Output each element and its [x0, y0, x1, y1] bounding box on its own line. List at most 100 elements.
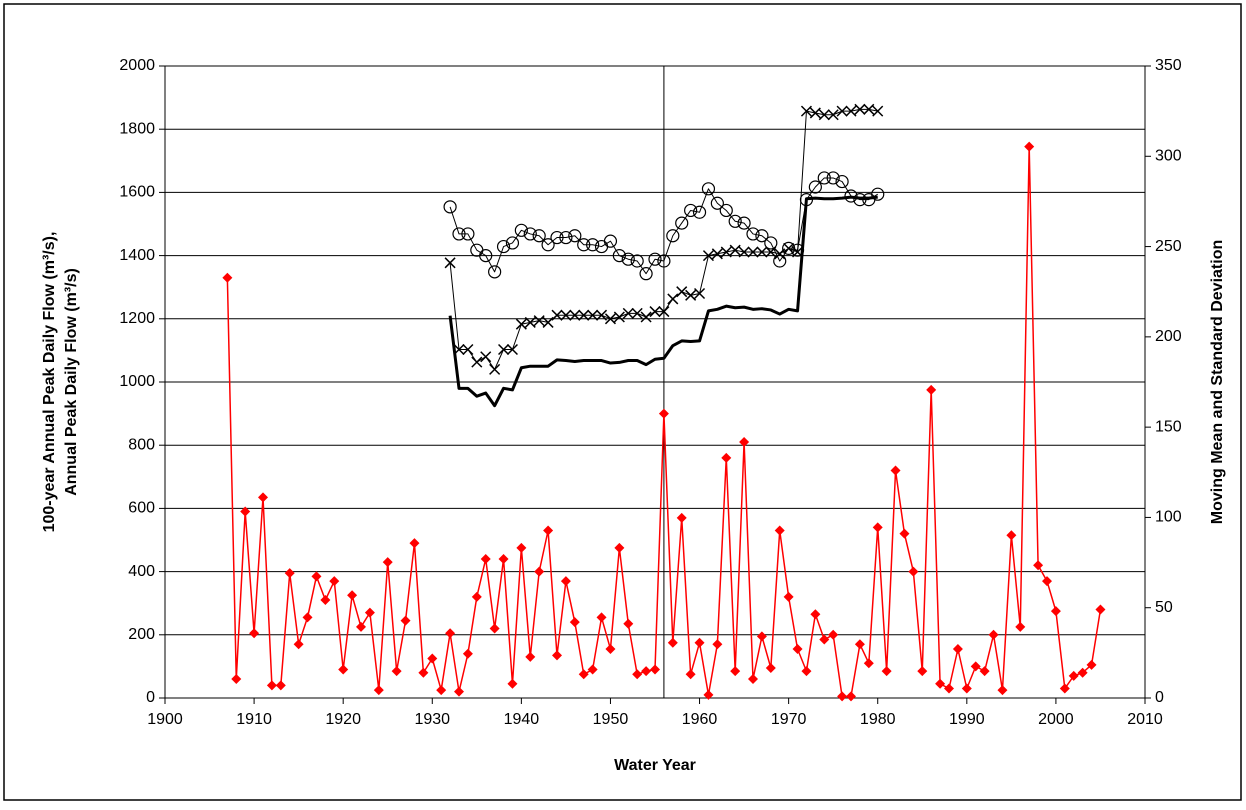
diamond-marker [293, 639, 304, 650]
x-tick-label: 1990 [949, 711, 985, 728]
diamond-marker [266, 680, 277, 691]
diamond-marker [507, 678, 518, 689]
diamond-marker [1077, 667, 1088, 678]
diamond-marker [819, 634, 830, 645]
diamond-marker [1086, 659, 1097, 670]
diamond-marker [427, 653, 438, 664]
diamond-marker [721, 452, 732, 463]
diamond-marker [1059, 683, 1070, 694]
cross-marker [533, 315, 545, 327]
circle-marker [559, 230, 573, 245]
diamond-marker [347, 590, 358, 601]
circle-marker [496, 239, 511, 254]
y2-tick-label: 250 [1155, 238, 1182, 255]
circle-marker [479, 249, 493, 263]
circle-marker [826, 171, 840, 185]
diamond-marker [489, 623, 500, 634]
diamond-marker [258, 492, 268, 503]
cross-marker [800, 105, 812, 117]
diamond-marker [1050, 606, 1061, 617]
cross-marker [640, 311, 652, 323]
circle-marker [728, 214, 742, 228]
circle-marker [461, 227, 475, 241]
cross-marker [747, 246, 759, 258]
diamond-marker [409, 538, 420, 549]
x-tick-label: 1910 [236, 711, 272, 728]
diamond-marker [249, 628, 260, 639]
circle-marker [532, 229, 546, 243]
cross-marker [756, 246, 768, 258]
diamond-marker [534, 566, 545, 577]
x-tick-label: 1980 [860, 711, 896, 728]
diamond-marker [525, 651, 536, 662]
diamond-marker [783, 591, 794, 602]
circle-marker [853, 193, 867, 207]
x-tick-label: 2010 [1127, 711, 1163, 728]
circle-marker [701, 182, 716, 196]
circle-marker [808, 180, 822, 194]
diamond-marker [774, 525, 785, 536]
cross-marker [649, 306, 661, 318]
diamond-marker [961, 683, 972, 694]
diamond-marker [498, 553, 509, 564]
circle-marker [737, 216, 751, 230]
circle-marker [764, 236, 778, 250]
diamond-marker [436, 685, 447, 696]
circle-marker [541, 238, 555, 252]
diamond-marker [703, 689, 714, 700]
diamond-marker [240, 506, 251, 517]
cross-marker [506, 343, 518, 356]
x-tick-label: 2000 [1038, 711, 1074, 728]
circle-marker [871, 187, 885, 201]
circle-marker [603, 234, 618, 248]
diamond-marker [801, 666, 812, 677]
diamond-marker [284, 568, 295, 579]
cross-marker [631, 307, 643, 319]
diamond-marker [596, 612, 607, 623]
diamond-marker [765, 662, 776, 673]
diamond-marker [587, 664, 598, 675]
cross-marker [676, 286, 688, 298]
diamond-marker [329, 576, 340, 587]
diamond-marker [739, 437, 750, 448]
circle-marker [755, 229, 769, 243]
y-tick-label: 800 [128, 436, 155, 453]
cross-marker [729, 244, 741, 256]
diamond-marker [1006, 530, 1017, 541]
series-line [448, 195, 878, 408]
cross-marker [863, 103, 875, 115]
diamond-marker [543, 525, 554, 536]
cross-marker [569, 309, 581, 321]
cross-marker [498, 343, 510, 356]
cross-marker [480, 351, 492, 363]
y-axis-title: Annual Peak Daily Flow (m³/s) [63, 268, 80, 496]
diamond-marker [614, 542, 625, 553]
circle-marker [621, 252, 635, 266]
y-tick-label: 1800 [119, 120, 155, 137]
diamond-marker [462, 648, 473, 659]
diamond-marker [364, 607, 375, 618]
circle-marker [550, 230, 564, 245]
plot-border [164, 65, 1146, 699]
diamond-marker [552, 650, 562, 661]
x-tick-label: 1960 [682, 711, 718, 728]
diamond-marker [382, 557, 393, 568]
diamond-marker [846, 691, 856, 702]
y-tick-label: 400 [128, 563, 155, 580]
cross-marker [792, 246, 804, 258]
cross-marker [444, 257, 456, 269]
x-tick-label: 1900 [147, 711, 183, 728]
y-tick-label: 1600 [119, 184, 155, 201]
cross-marker [738, 246, 750, 258]
circle-marker [648, 252, 662, 266]
x-tick-label: 1920 [325, 711, 361, 728]
diamond-marker [471, 591, 482, 602]
y2-tick-label: 150 [1155, 418, 1182, 435]
diamond-marker [623, 618, 634, 629]
diamond-marker [632, 669, 643, 680]
circle-marker [568, 229, 582, 243]
y2-axis-title: Moving Mean and Standard Deviation [1209, 240, 1226, 524]
cross-marker [524, 316, 536, 328]
x-tick-label: 1970 [771, 711, 807, 728]
diamond-marker [1033, 560, 1044, 571]
